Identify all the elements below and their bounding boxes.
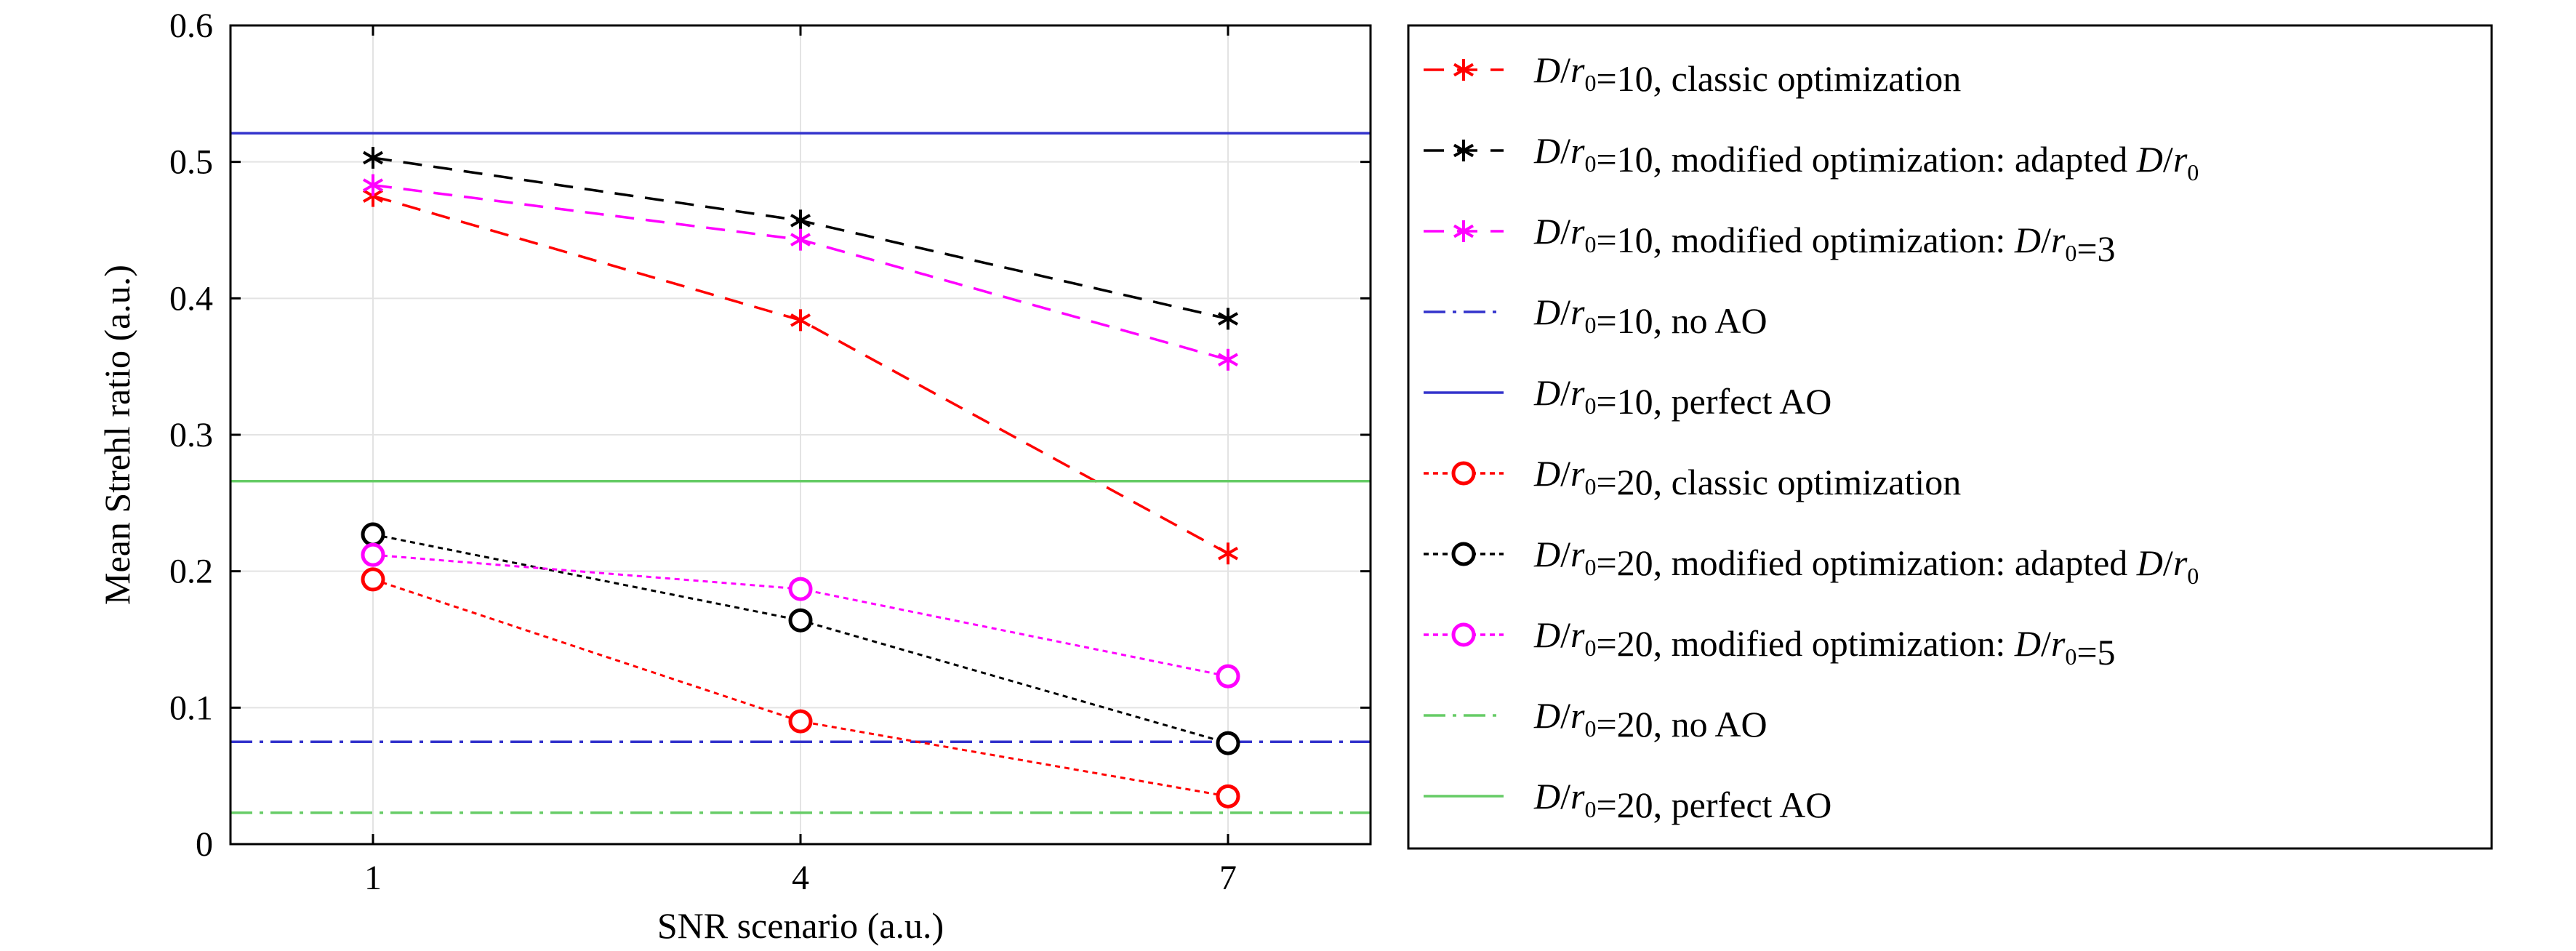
data-point <box>361 522 385 547</box>
data-point-stroke <box>1218 353 1238 367</box>
y-tick-label: 0 <box>196 825 213 864</box>
legend-entry: D/r0=20, no AO <box>1424 695 1768 745</box>
y-tick-label: 0.3 <box>169 416 213 454</box>
legend-swatch-marker <box>1451 461 1476 486</box>
data-point <box>361 542 385 567</box>
x-tick-label: 1 <box>364 859 382 897</box>
y-tick-label: 0.5 <box>169 143 213 182</box>
y-tick-label: 0.4 <box>169 279 213 318</box>
series-5 <box>361 567 1240 808</box>
legend-swatch-marker-stroke <box>1453 63 1474 77</box>
y-tick-label: 0.6 <box>169 7 213 45</box>
legend-label: D/r0=10, modified optimization: D/r0=3 <box>1533 211 2116 269</box>
y-tick-label: 0.1 <box>169 689 213 727</box>
legend-label: D/r0=20, no AO <box>1533 695 1768 745</box>
data-point-stroke <box>1218 547 1238 561</box>
data-point <box>1218 348 1238 371</box>
legend: D/r0=10, classic optimization D/r0=10, mo… <box>1407 24 2493 850</box>
legend-swatch-marker-stroke <box>1453 143 1474 158</box>
legend-entry: D/r0=20, classic optimization <box>1424 453 1961 502</box>
legend-swatch-marker <box>1451 542 1476 566</box>
legend-label: D/r0=20, classic optimization <box>1533 453 1961 502</box>
data-point <box>361 567 385 592</box>
data-point-stroke <box>363 189 383 203</box>
data-point <box>790 228 811 251</box>
plot-series <box>230 132 1371 814</box>
data-point <box>1218 542 1238 565</box>
series-2 <box>363 174 1238 371</box>
legend-entry: D/r0=20, modified optimization: adapted … <box>1424 534 2199 589</box>
legend-label: D/r0=10, classic optimization <box>1533 49 1961 99</box>
legend-label: D/r0=20, perfect AO <box>1533 776 1831 825</box>
x-axis-label: SNR scenario (a.u.) <box>657 905 944 946</box>
data-point <box>788 709 813 734</box>
x-tick-label: 7 <box>1219 859 1237 897</box>
legend-entry: D/r0=10, classic optimization <box>1424 49 1961 99</box>
data-point-stroke <box>363 178 383 192</box>
legend-entry: D/r0=10, no AO <box>1424 292 1768 341</box>
data-point-stroke <box>363 151 383 165</box>
data-point <box>790 209 811 232</box>
legend-label: D/r0=10, modified optimization: adapted … <box>1533 130 2199 185</box>
y-axis-label: Mean Strehl ratio (a.u.) <box>97 265 137 605</box>
data-point-stroke <box>1218 312 1238 326</box>
y-tick-label: 0.2 <box>169 553 213 591</box>
data-point <box>788 577 813 601</box>
data-point <box>788 608 813 633</box>
data-point-stroke <box>790 313 811 327</box>
legend-label: D/r0=10, no AO <box>1533 292 1768 341</box>
data-point <box>1216 664 1240 689</box>
data-point <box>790 309 811 332</box>
legend-entry: D/r0=20, modified optimization: D/r0=5 <box>1424 614 2116 673</box>
data-point-stroke <box>790 233 811 246</box>
legend-entry: D/r0=10, modified optimization: adapted … <box>1424 130 2199 185</box>
data-point <box>1216 731 1240 755</box>
data-point-stroke <box>790 214 811 228</box>
series-0 <box>363 185 1238 565</box>
series-7 <box>361 542 1240 689</box>
data-point <box>363 147 383 169</box>
data-point <box>1216 784 1240 808</box>
legend-swatch-marker <box>1453 59 1474 81</box>
legend-label: D/r0=10, perfect AO <box>1533 372 1831 422</box>
data-point <box>363 174 383 196</box>
x-tick-label: 4 <box>792 859 809 897</box>
axis-ticks: 1 4 700.10.20.30.40.50.6 <box>169 7 1371 897</box>
data-point <box>1218 308 1238 330</box>
legend-label: D/r0=20, modified optimization: D/r0=5 <box>1533 614 2116 673</box>
legend-label: D/r0=20, modified optimization: adapted … <box>1533 534 2199 589</box>
series-1 <box>363 147 1238 330</box>
legend-entry: D/r0=10, perfect AO <box>1424 372 1831 422</box>
legend-box <box>1407 24 2493 850</box>
legend-swatch-marker <box>1453 140 1474 161</box>
series-line <box>372 578 1229 798</box>
legend-entry: D/r0=20, perfect AO <box>1424 776 1831 825</box>
legend-swatch-marker <box>1451 622 1476 647</box>
legend-entry: D/r0=10, modified optimization: D/r0=3 <box>1424 211 2116 269</box>
legend-swatch-marker-stroke <box>1453 224 1474 238</box>
legend-swatch-marker <box>1453 220 1474 242</box>
series-6 <box>361 522 1240 755</box>
